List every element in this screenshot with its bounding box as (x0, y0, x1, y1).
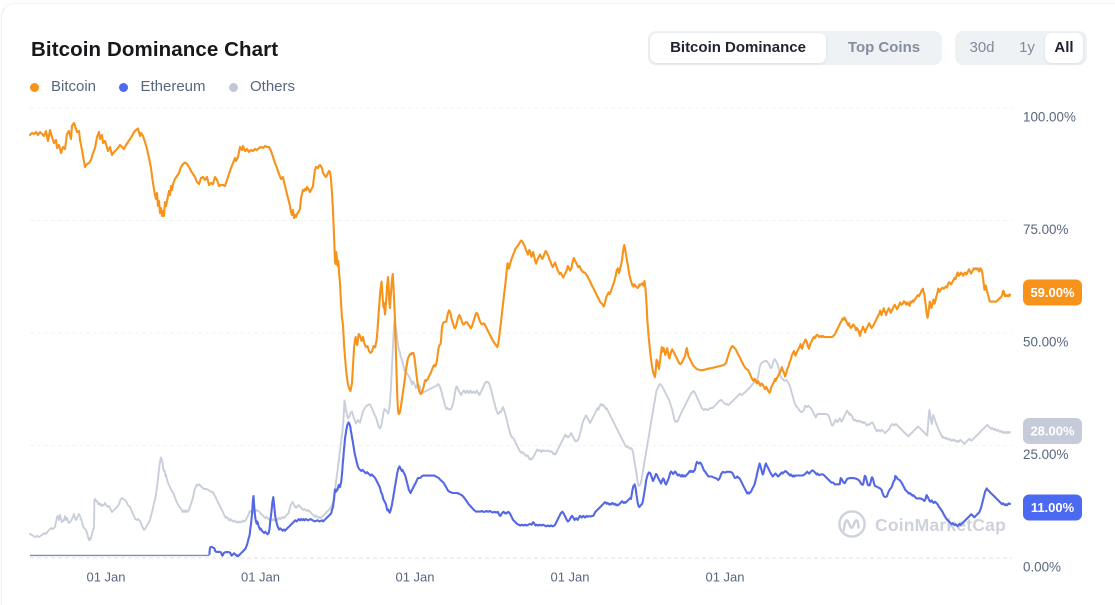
svg-text:59.00%: 59.00% (1030, 285, 1075, 300)
svg-text:11.00%: 11.00% (1031, 500, 1075, 515)
svg-text:50.00%: 50.00% (1023, 334, 1069, 349)
svg-text:01 Jan: 01 Jan (550, 570, 589, 585)
svg-text:0.00%: 0.00% (1023, 559, 1061, 574)
svg-text:01 Jan: 01 Jan (395, 570, 434, 585)
svg-text:01 Jan: 01 Jan (86, 570, 125, 585)
svg-text:CoinMarketCap: CoinMarketCap (875, 515, 1006, 535)
svg-text:100.00%: 100.00% (1023, 109, 1076, 124)
svg-text:75.00%: 75.00% (1023, 222, 1069, 237)
svg-text:01 Jan: 01 Jan (241, 570, 280, 585)
svg-text:01 Jan: 01 Jan (705, 570, 744, 585)
svg-text:28.00%: 28.00% (1030, 424, 1075, 439)
svg-text:25.00%: 25.00% (1023, 447, 1069, 462)
